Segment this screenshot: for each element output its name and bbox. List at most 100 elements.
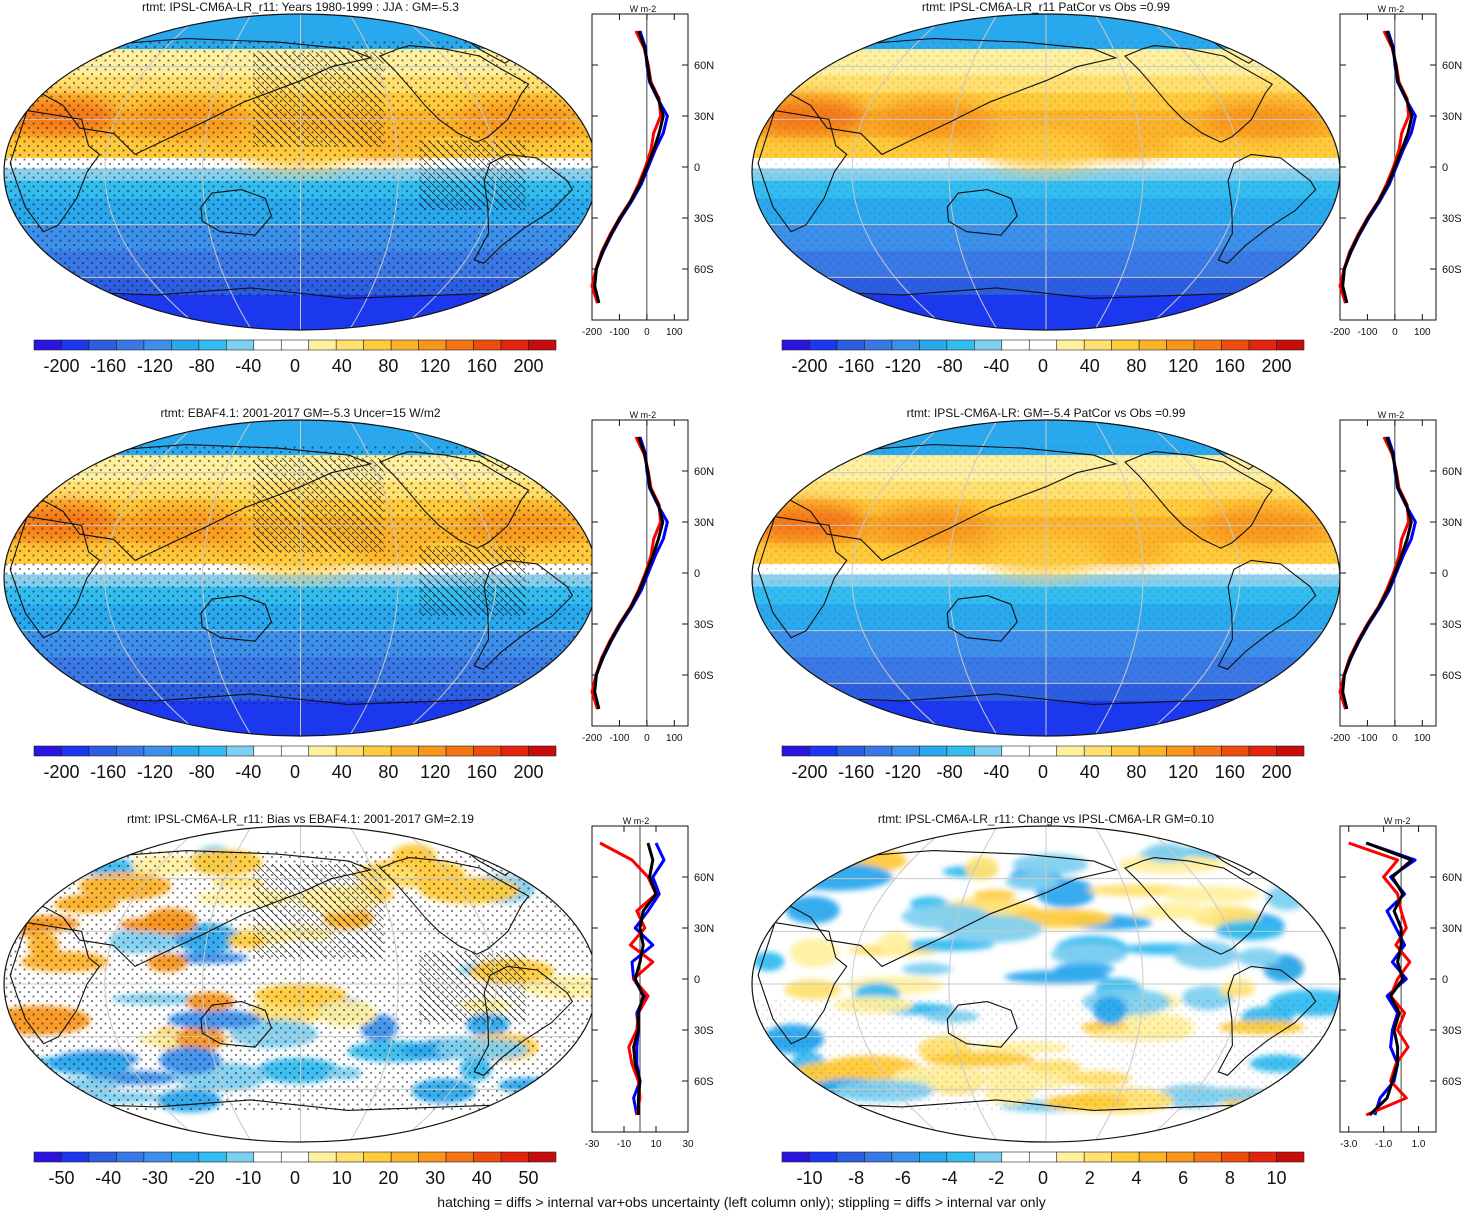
coastline-australia [946, 595, 1018, 642]
colorbar-segment [891, 1151, 920, 1163]
graticule-line [398, 14, 497, 330]
coastline-eurasia [39, 38, 373, 156]
colorbar-segment [1083, 1151, 1112, 1163]
graticule-line [104, 826, 203, 1142]
colorbar-tick-label: 40 [332, 762, 352, 782]
graticule-line [348, 420, 399, 736]
graticule-line [104, 420, 203, 736]
field-blob [1144, 902, 1204, 916]
coastline-south-america [1217, 559, 1317, 670]
colorbar-segment [226, 1151, 255, 1163]
y-tick-label: 30S [1442, 1025, 1462, 1037]
colorbar-segment [836, 1151, 865, 1163]
field-blob [902, 962, 952, 976]
colorbar-tick-label: 160 [1215, 356, 1245, 376]
x-tick-label: -200 [582, 327, 602, 338]
hatching [253, 51, 384, 147]
profile-unit: W m-2 [623, 816, 650, 826]
colorbar-segment [1193, 1151, 1222, 1163]
colorbar-tick-label: -20 [189, 1168, 215, 1188]
y-tick-label: 0 [694, 974, 700, 986]
colorbar-segment [919, 1151, 948, 1163]
colorbar-tick-label: -40 [95, 1168, 121, 1188]
colorbar-segment [1028, 745, 1058, 757]
panel-title: rtmt: IPSL-CM6A-LR: GM=-5.4 PatCor vs Ob… [907, 406, 1186, 420]
profile-unit: W m-2 [630, 410, 657, 420]
colorbar-segment [1001, 339, 1030, 351]
colorbar-segment [253, 339, 282, 351]
colorbar-segment [1221, 1151, 1250, 1163]
x-tick-label: -100 [609, 327, 629, 338]
coastline-antarctica [54, 287, 547, 330]
coastline-antarctica [802, 693, 1290, 736]
colorbar-segment [809, 745, 838, 757]
colorbar-segment [891, 745, 920, 757]
coastline-africa [757, 921, 848, 1045]
colorbar-segment [473, 1151, 502, 1163]
colorbar-tick-label: -160 [838, 762, 874, 782]
colorbar-3: -200 -160 -120 -80 -40 0 40 80 120 160 200 [33, 745, 557, 782]
x-tick-label: 0 [1392, 733, 1398, 744]
graticule-line [202, 826, 253, 1142]
colorbar-segment [1111, 339, 1140, 351]
colorbar-segment [809, 1151, 838, 1163]
colorbar-tick-label: -10 [235, 1168, 261, 1188]
colorbar-tick-label: 40 [472, 1168, 492, 1188]
coastline-north-america [1124, 451, 1274, 549]
y-tick-label: 0 [1442, 974, 1448, 986]
colorbar-segment [390, 1151, 419, 1163]
colorbar-segment [864, 745, 893, 757]
colorbar-segment [500, 1151, 529, 1163]
zonal-profile-4: W m-2 -200 -100 0 100 60N 30N 0 30S 60S [1330, 410, 1462, 744]
colorbar-tick-label: -80 [189, 356, 215, 376]
map-panel-4: rtmt: IPSL-CM6A-LR: GM=-5.4 PatCor vs Ob… [751, 406, 1341, 737]
x-tick-label: 0 [644, 327, 650, 338]
colorbar-tick-label: -160 [90, 762, 126, 782]
hatching [253, 863, 384, 959]
profile-frame [591, 13, 689, 321]
colorbar-segment [88, 339, 117, 351]
y-tick-label: 60S [1442, 1076, 1462, 1088]
colorbar-segment [781, 1151, 810, 1163]
y-tick-label: 30N [694, 111, 714, 123]
y-tick-label: 60N [1442, 60, 1462, 72]
colorbar-tick-label: -200 [791, 762, 827, 782]
hatching [253, 457, 384, 553]
colorbar-tick-label: -50 [48, 1168, 74, 1188]
colorbar-segment [1138, 1151, 1167, 1163]
x-tick-label: 1.0 [1412, 1139, 1426, 1150]
map-panel-3: rtmt: EBAF4.1: 2001-2017 GM=-5.3 Uncer=1… [3, 406, 598, 737]
colorbar-segment [390, 339, 419, 351]
colorbar-segment [445, 745, 474, 757]
map-panel-2: rtmt: IPSL-CM6A-LR_r11 PatCor vs Obs =0.… [751, 0, 1341, 331]
y-tick-label: 60N [1442, 466, 1462, 478]
map-field [752, 420, 1340, 736]
field-blob [1161, 885, 1260, 903]
colorbar-2: -200 -160 -120 -80 -40 0 40 80 120 160 200 [781, 339, 1305, 376]
profile-unit: W m-2 [1384, 816, 1411, 826]
zonal-profile-3: W m-2 -200 -100 0 100 60N 30N 0 30S 60S [582, 410, 714, 744]
colorbar-1: -200 -160 -120 -80 -40 0 40 80 120 160 200 [33, 339, 557, 376]
colorbar-segment [143, 1151, 172, 1163]
coastline-eurasia [787, 444, 1118, 562]
coastline-eurasia [787, 850, 1118, 968]
zonal-profile-1: W m-2 -200 -100 0 100 60N 30N 0 30S 60S [582, 4, 714, 338]
colorbar-segment [226, 745, 255, 757]
panel-title: rtmt: IPSL-CM6A-LR_r11: Change vs IPSL-C… [878, 812, 1215, 826]
colorbar-segment [1221, 745, 1250, 757]
map-field [752, 14, 1340, 330]
colorbar-segment [473, 339, 502, 351]
colorbar-segment [1193, 745, 1222, 757]
colorbar-segment [528, 1151, 557, 1163]
colorbar-tick-label: -200 [791, 356, 827, 376]
colorbar-tick-label: 160 [467, 356, 497, 376]
colorbar-tick-label: 6 [1178, 1168, 1188, 1188]
colorbar-tick-label: 120 [420, 762, 450, 782]
field-blob [1118, 854, 1225, 874]
colorbar-segment [308, 339, 337, 351]
colorbar-segment [88, 1151, 117, 1163]
x-tick-label: -100 [1357, 733, 1377, 744]
colorbar-tick-label: 0 [290, 1168, 300, 1188]
colorbar-segment [1001, 1151, 1030, 1163]
graticule-line [202, 420, 253, 736]
